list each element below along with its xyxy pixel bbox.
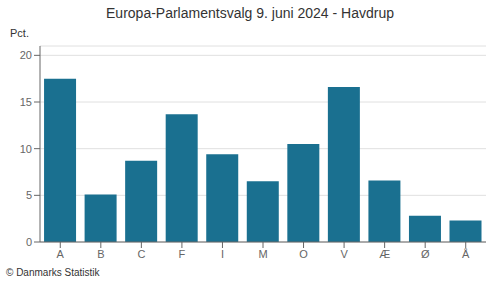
svg-text:I: I [221,248,224,260]
svg-text:F: F [179,248,186,260]
svg-text:20: 20 [20,49,32,61]
svg-text:5: 5 [26,189,32,201]
html-text:© Danmarks Statistik: © Danmarks Statistik [6,267,100,278]
svg-text:M: M [258,248,267,260]
svg-text:C: C [137,248,145,260]
svg-text:A: A [57,248,65,260]
svg-text:0: 0 [26,236,32,248]
svg-text:10: 10 [20,143,32,155]
svg-text:V: V [340,248,348,260]
svg-text:Å: Å [462,248,470,260]
svg-text:15: 15 [20,96,32,108]
svg-text:Æ: Æ [379,248,390,260]
svg-text:O: O [299,248,308,260]
svg-text:Ø: Ø [421,248,430,260]
svg-text:B: B [97,248,104,260]
html-text:Europa-Parlamentsvalg 9. juni: Europa-Parlamentsvalg 9. juni 2024 - Hav… [106,5,394,21]
html-text:Pct.: Pct. [10,27,29,39]
